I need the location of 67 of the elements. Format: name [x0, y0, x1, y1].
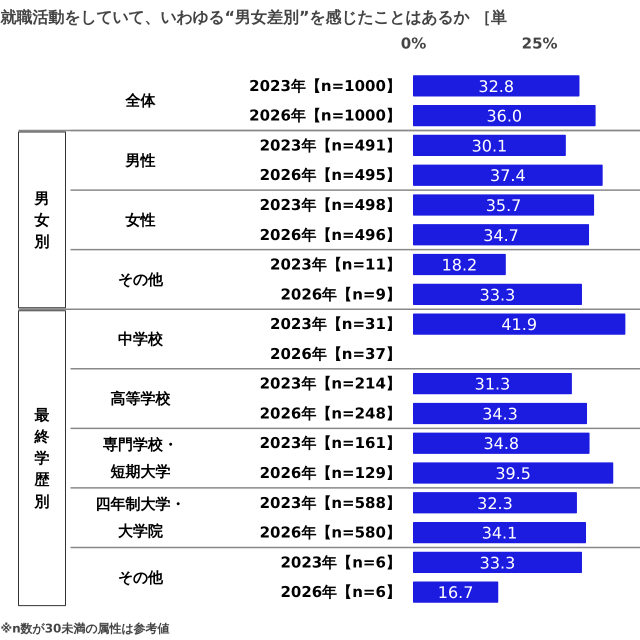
text: 34.3 — [482, 404, 518, 424]
text: 39.5 — [495, 464, 531, 484]
bar — [413, 522, 586, 544]
y-tick-label: 2026年【n=496】 — [260, 226, 401, 244]
text: 四年制大学・大学院 — [96, 495, 186, 540]
text: 30.1 — [472, 136, 508, 156]
bar — [413, 313, 626, 335]
y-tick-label: 2026年【n=6】 — [280, 583, 401, 602]
text: 16.7 — [438, 583, 474, 602]
bar — [413, 373, 572, 394]
bar — [413, 75, 580, 96]
y-tick-label: 2026年【n=495】 — [260, 166, 401, 184]
text: 33.3 — [480, 553, 516, 572]
y-tick-label: 2023年【n=1000】 — [249, 76, 401, 95]
y-tick-label: 2023年【n=11】 — [270, 256, 401, 274]
text: その他 — [118, 270, 164, 288]
y-tick-label: 2026年【n=9】 — [280, 285, 401, 304]
bar — [413, 254, 506, 276]
y-tick-label: 2023年【n=214】 — [260, 374, 401, 393]
text: 就職活動をしていて、いわゆる“男女差別”を感じたことはあるか ［単 — [0, 8, 508, 26]
y-tick-label: 2023年【n=588】 — [260, 494, 401, 512]
y-tick-label: 2026年【n=248】 — [260, 404, 401, 422]
text: 32.3 — [477, 494, 513, 513]
y-tick-label: 2026年【n=1000】 — [249, 106, 401, 125]
text: 35.7 — [486, 196, 522, 215]
text: 41.9 — [501, 315, 537, 334]
text: 専門学校・短期大学 — [102, 436, 178, 481]
bar — [413, 104, 596, 126]
y-tick-label: 2023年【n=161】 — [260, 434, 401, 452]
y-tick-label: 2023年【n=498】 — [260, 196, 401, 214]
y-tick-label: 2023年【n=6】 — [280, 553, 401, 572]
text: 女性 — [124, 210, 156, 229]
bar — [413, 134, 566, 156]
x-tick-label: 25% — [522, 34, 558, 52]
bar — [413, 194, 594, 216]
text: 最終学歴別 — [34, 406, 50, 510]
text: 36.0 — [486, 106, 522, 126]
text: 34.7 — [483, 226, 519, 245]
text: 中学校 — [118, 330, 164, 348]
y-tick-label: 2026年【n=580】 — [260, 524, 401, 542]
text: 37.4 — [490, 166, 526, 186]
bar — [413, 432, 590, 454]
text: 33.3 — [480, 285, 516, 304]
bar — [413, 284, 582, 305]
y-tick-label: 2023年【n=31】 — [270, 315, 401, 334]
bar — [413, 582, 498, 603]
text: 男性 — [124, 151, 156, 170]
text: その他 — [118, 568, 164, 586]
y-tick-label: 2026年【n=37】 — [270, 344, 401, 363]
text: 高等学校 — [110, 390, 172, 408]
text: 34.8 — [483, 434, 520, 454]
y-tick-label: 2026年【n=129】 — [260, 464, 401, 482]
text: 全体 — [124, 92, 156, 110]
bar — [413, 552, 582, 574]
bar — [413, 492, 577, 514]
bar — [413, 462, 614, 484]
text: 34.1 — [482, 524, 518, 543]
text: ※n数が30未満の属性は参考値 — [0, 622, 170, 636]
bar — [413, 402, 588, 424]
text: 31.3 — [474, 374, 510, 394]
text: 32.8 — [478, 76, 514, 96]
bar — [413, 164, 603, 186]
y-tick-label: 2023年【n=491】 — [260, 136, 401, 154]
bar — [413, 224, 590, 246]
text: 男女別 — [34, 189, 50, 250]
x-tick-label: 0% — [400, 34, 426, 52]
text: 18.2 — [442, 256, 478, 275]
